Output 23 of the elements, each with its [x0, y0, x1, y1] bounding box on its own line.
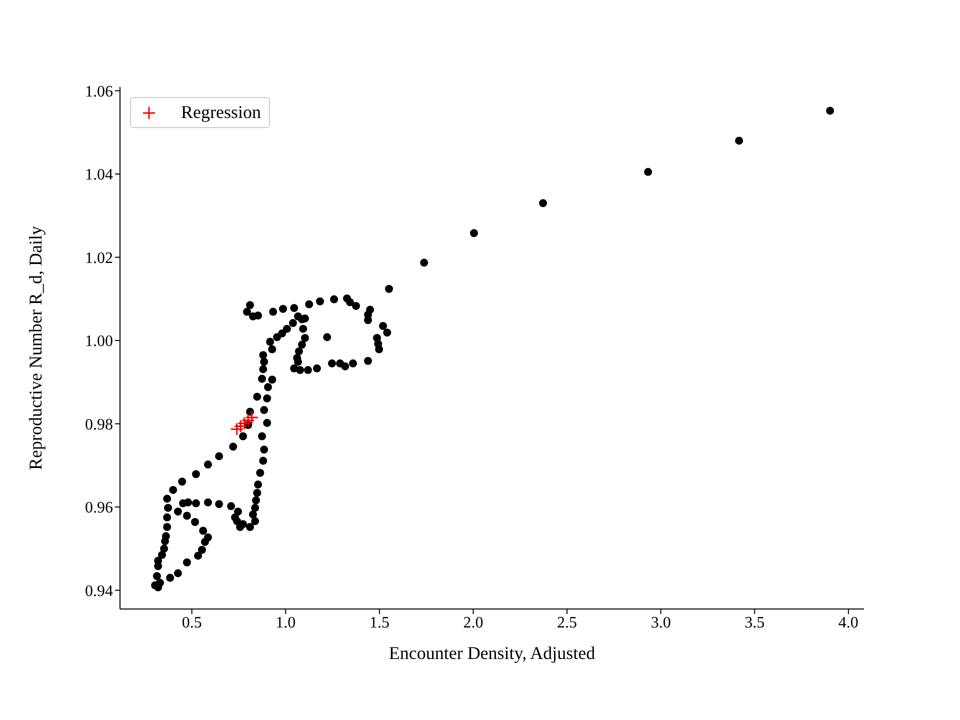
legend-label: Regression: [181, 102, 261, 123]
x-tick-label: 2.0: [463, 614, 484, 632]
y-tick-label: 0.96: [85, 500, 113, 517]
y-tick-label: 0.98: [85, 416, 113, 434]
x-tick-label: 3.5: [744, 614, 765, 632]
point: [234, 420, 248, 434]
y-tick-label: 1.04: [85, 166, 113, 184]
point: [238, 416, 252, 430]
y-tick-label: 1.00: [85, 333, 113, 350]
y-axis-title: Reproductive Number R_d, Daily: [25, 226, 46, 470]
point: [241, 414, 255, 428]
x-tick-label: 4.0: [838, 614, 858, 632]
x-tick-label: 2.5: [557, 614, 578, 632]
point: [230, 422, 244, 436]
x-tick-label: 0.5: [182, 614, 202, 632]
x-tick-label: 1.5: [369, 614, 390, 632]
y-tick-label: 0.94: [85, 582, 113, 600]
y-tick-label: 1.02: [85, 250, 113, 267]
y-tick-label: 1.06: [85, 83, 113, 100]
point: [245, 410, 259, 424]
x-tick-label: 3.0: [650, 614, 671, 632]
x-tick-label: 1.0: [276, 614, 296, 632]
x-axis-title: Encounter Density, Adjusted: [388, 643, 596, 663]
